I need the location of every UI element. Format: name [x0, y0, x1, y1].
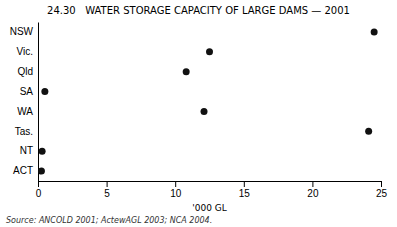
dot [41, 88, 48, 95]
x-tick: 25 [376, 181, 388, 199]
source: Source: ANCOLD 2001; ActewAGL 2003; NCA … [6, 216, 212, 225]
y-tick-label: ACT [13, 165, 33, 176]
dot [38, 168, 45, 175]
y-tick: NT [20, 145, 38, 156]
x-tick-mark [38, 181, 39, 187]
y-tick: Tas. [15, 126, 38, 137]
x-tick-mark [107, 181, 108, 187]
x-tick-mark [244, 181, 245, 187]
x-tick: 20 [307, 181, 319, 199]
x-tick: 5 [104, 181, 110, 199]
y-tick: NSW [10, 26, 38, 37]
x-tick-label: 25 [376, 188, 388, 199]
y-tick-label: Qld [17, 66, 33, 77]
x-tick-label: 5 [104, 188, 110, 199]
y-axis-line [38, 23, 39, 182]
marks [38, 28, 378, 174]
y-tick: SA [20, 86, 38, 97]
x-tick-mark [175, 181, 176, 187]
dot [183, 68, 190, 75]
y-tick-label: Tas. [15, 126, 33, 137]
y-tick-label: SA [20, 86, 34, 97]
x-tick-label: 20 [307, 188, 319, 199]
plot: 0 5 10 15 20 25 NSW Vic. Qld SA WA Tas. NT ACT [10, 23, 388, 200]
x-tick-label: 0 [36, 188, 42, 199]
y-tick-label: NT [20, 145, 33, 156]
dot [206, 48, 213, 55]
dot [365, 128, 372, 135]
y-axis: NSW Vic. Qld SA WA Tas. NT ACT [10, 23, 39, 182]
x-axis-title: '000 GL [192, 203, 227, 213]
x-tick: 15 [239, 181, 251, 199]
x-axis: 0 5 10 15 20 25 [36, 181, 388, 199]
x-tick-label: 10 [170, 188, 182, 199]
chart: 24.30 WATER STORAGE CAPACITY OF LARGE DA… [0, 0, 397, 227]
y-tick: WA [17, 106, 38, 117]
x-tick-label: 15 [239, 188, 251, 199]
x-tick-mark [381, 181, 382, 187]
x-tick: 0 [36, 181, 42, 199]
y-tick-label: Vic. [17, 46, 34, 57]
y-tick: Qld [17, 66, 38, 77]
dot [371, 28, 378, 35]
y-tick: ACT [13, 165, 38, 176]
y-tick: Vic. [17, 46, 39, 57]
dot [201, 108, 208, 115]
dot [39, 148, 46, 155]
title: 24.30 WATER STORAGE CAPACITY OF LARGE DA… [47, 5, 350, 16]
x-tick: 10 [170, 181, 182, 199]
x-tick-mark [312, 181, 313, 187]
x-axis-line [39, 182, 382, 188]
y-tick-label: WA [17, 106, 33, 117]
y-tick-label: NSW [10, 26, 34, 37]
